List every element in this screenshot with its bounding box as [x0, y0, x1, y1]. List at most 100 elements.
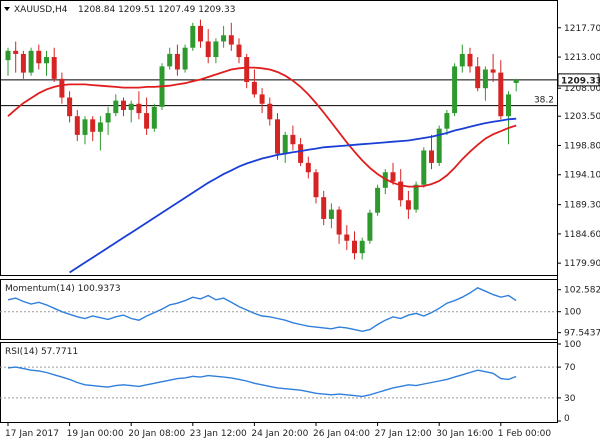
time-tick-label: 17 Jan 2017	[5, 429, 59, 439]
candle-body	[313, 172, 319, 198]
candle-body	[482, 69, 488, 89]
price-tick-label: 1203.50	[564, 112, 600, 122]
time-axis: 17 Jan 2017 19 Jan 00:00 20 Jan 08:00 23 Ja…	[5, 422, 551, 439]
candle-body	[174, 53, 180, 70]
candle-body	[513, 79, 519, 83]
momentum-panel-frame	[0, 279, 558, 340]
price-tick-label: 1184.60	[564, 230, 600, 240]
price-panel: 1217.70 1213.00 1208.00 1203.50 1198.80 1194.…	[0, 0, 600, 422]
candle-body	[221, 35, 227, 42]
candle-body	[467, 53, 473, 67]
time-tick-label: 20 Jan 08:00	[128, 429, 185, 439]
candle-body	[105, 113, 111, 123]
candle-body	[59, 78, 65, 98]
candle-body	[328, 209, 334, 219]
candle-body	[352, 240, 357, 254]
candle-body	[190, 25, 196, 48]
candle-body	[44, 57, 49, 64]
price-tick-label: 1208.00	[564, 84, 600, 94]
candle-body	[236, 44, 242, 58]
time-tick-label: 27 Jan 12:00	[375, 429, 432, 439]
candle-body	[5, 50, 11, 61]
candle-body	[282, 134, 288, 154]
candle-body	[459, 53, 465, 67]
candle-body	[429, 150, 434, 163]
candle-body	[167, 53, 173, 67]
candle-body	[82, 119, 88, 135]
candle-body	[298, 144, 304, 163]
candle-body	[213, 41, 219, 58]
moving-average-red	[7, 66, 517, 188]
price-tick-label: 1189.30	[564, 201, 600, 211]
candle-body	[205, 41, 211, 58]
price-axis-ticks: 1217.70 1213.00 1208.00 1203.50 1198.80 1194.…	[557, 24, 600, 269]
candle-body	[28, 50, 34, 73]
price-tick-label: 1213.00	[564, 53, 600, 63]
rsi-panel: 100 70 30 0 RSI(14) 57.7711	[0, 340, 581, 424]
candle-body	[121, 100, 126, 110]
candle-body	[275, 119, 280, 154]
candle-body	[36, 50, 42, 64]
candle-body	[128, 103, 134, 110]
candle-body	[182, 47, 188, 70]
candle-body	[113, 100, 119, 114]
momentum-title: Momentum(14) 100.9373	[5, 284, 121, 294]
momentum-tick-label: 102.5828	[564, 286, 600, 296]
time-tick-label: 30 Jan 16:00	[436, 429, 493, 439]
current-price-box	[557, 73, 600, 87]
rsi-tick-label: 0	[564, 414, 570, 424]
ohlc-readout: 1208.84 1209.51 1207.49 1209.33	[78, 5, 235, 15]
candle-body	[444, 113, 450, 129]
momentum-axis-ticks: 102.5828 100 97.5437	[557, 286, 600, 339]
candle-body	[290, 134, 296, 145]
candle-body	[228, 35, 234, 45]
candlesticks	[5, 19, 519, 260]
candle-body	[259, 94, 265, 104]
candle-body	[405, 200, 411, 210]
price-tick-label: 1179.90	[564, 259, 600, 269]
candle-body	[475, 66, 481, 89]
candle-body	[90, 119, 96, 132]
candle-body	[359, 240, 365, 254]
time-tick-label: 24 Jan 20:00	[251, 429, 308, 439]
candle-body	[375, 187, 381, 213]
rsi-tick-label: 70	[564, 363, 576, 373]
candle-body	[13, 50, 19, 54]
price-tick-label: 1198.80	[564, 141, 600, 151]
time-tick-label: 23 Jan 12:00	[190, 429, 247, 439]
candle-body	[151, 106, 157, 129]
rsi-line	[7, 366, 517, 398]
candle-body	[267, 103, 273, 120]
candle-body	[136, 103, 142, 114]
candle-body	[251, 81, 257, 95]
time-tick-label: 26 Jan 04:00	[313, 429, 370, 439]
candle-body	[51, 57, 57, 79]
momentum-tick-label: 100	[564, 308, 581, 318]
candle-body	[506, 94, 511, 117]
candle-body	[74, 116, 80, 135]
candle-body	[144, 113, 150, 129]
current-price-label: 1209.33	[561, 76, 600, 86]
rsi-panel-frame	[0, 342, 558, 423]
price-tick-label: 1194.10	[564, 171, 600, 181]
rsi-tick-label: 100	[564, 340, 581, 350]
momentum-line	[7, 287, 517, 333]
momentum-tick-label: 97.5437	[564, 329, 600, 339]
candle-body	[436, 128, 442, 163]
candle-body	[344, 234, 350, 241]
chart-menu-arrow-icon[interactable]	[4, 7, 10, 11]
candle-body	[367, 212, 373, 241]
candle-body	[244, 57, 250, 82]
candle-body	[321, 197, 327, 219]
rsi-tick-label: 30	[564, 394, 576, 404]
candle-body	[452, 66, 458, 114]
candle-body	[67, 97, 73, 117]
fib-level-label: 38.2	[534, 96, 554, 106]
time-tick-label: 19 Jan 00:00	[67, 429, 124, 439]
time-tick-label: 1 Feb 00:00	[498, 429, 552, 439]
candle-body	[97, 122, 103, 132]
candle-body	[198, 25, 203, 42]
rsi-axis-ticks: 100 70 30 0	[557, 340, 581, 424]
